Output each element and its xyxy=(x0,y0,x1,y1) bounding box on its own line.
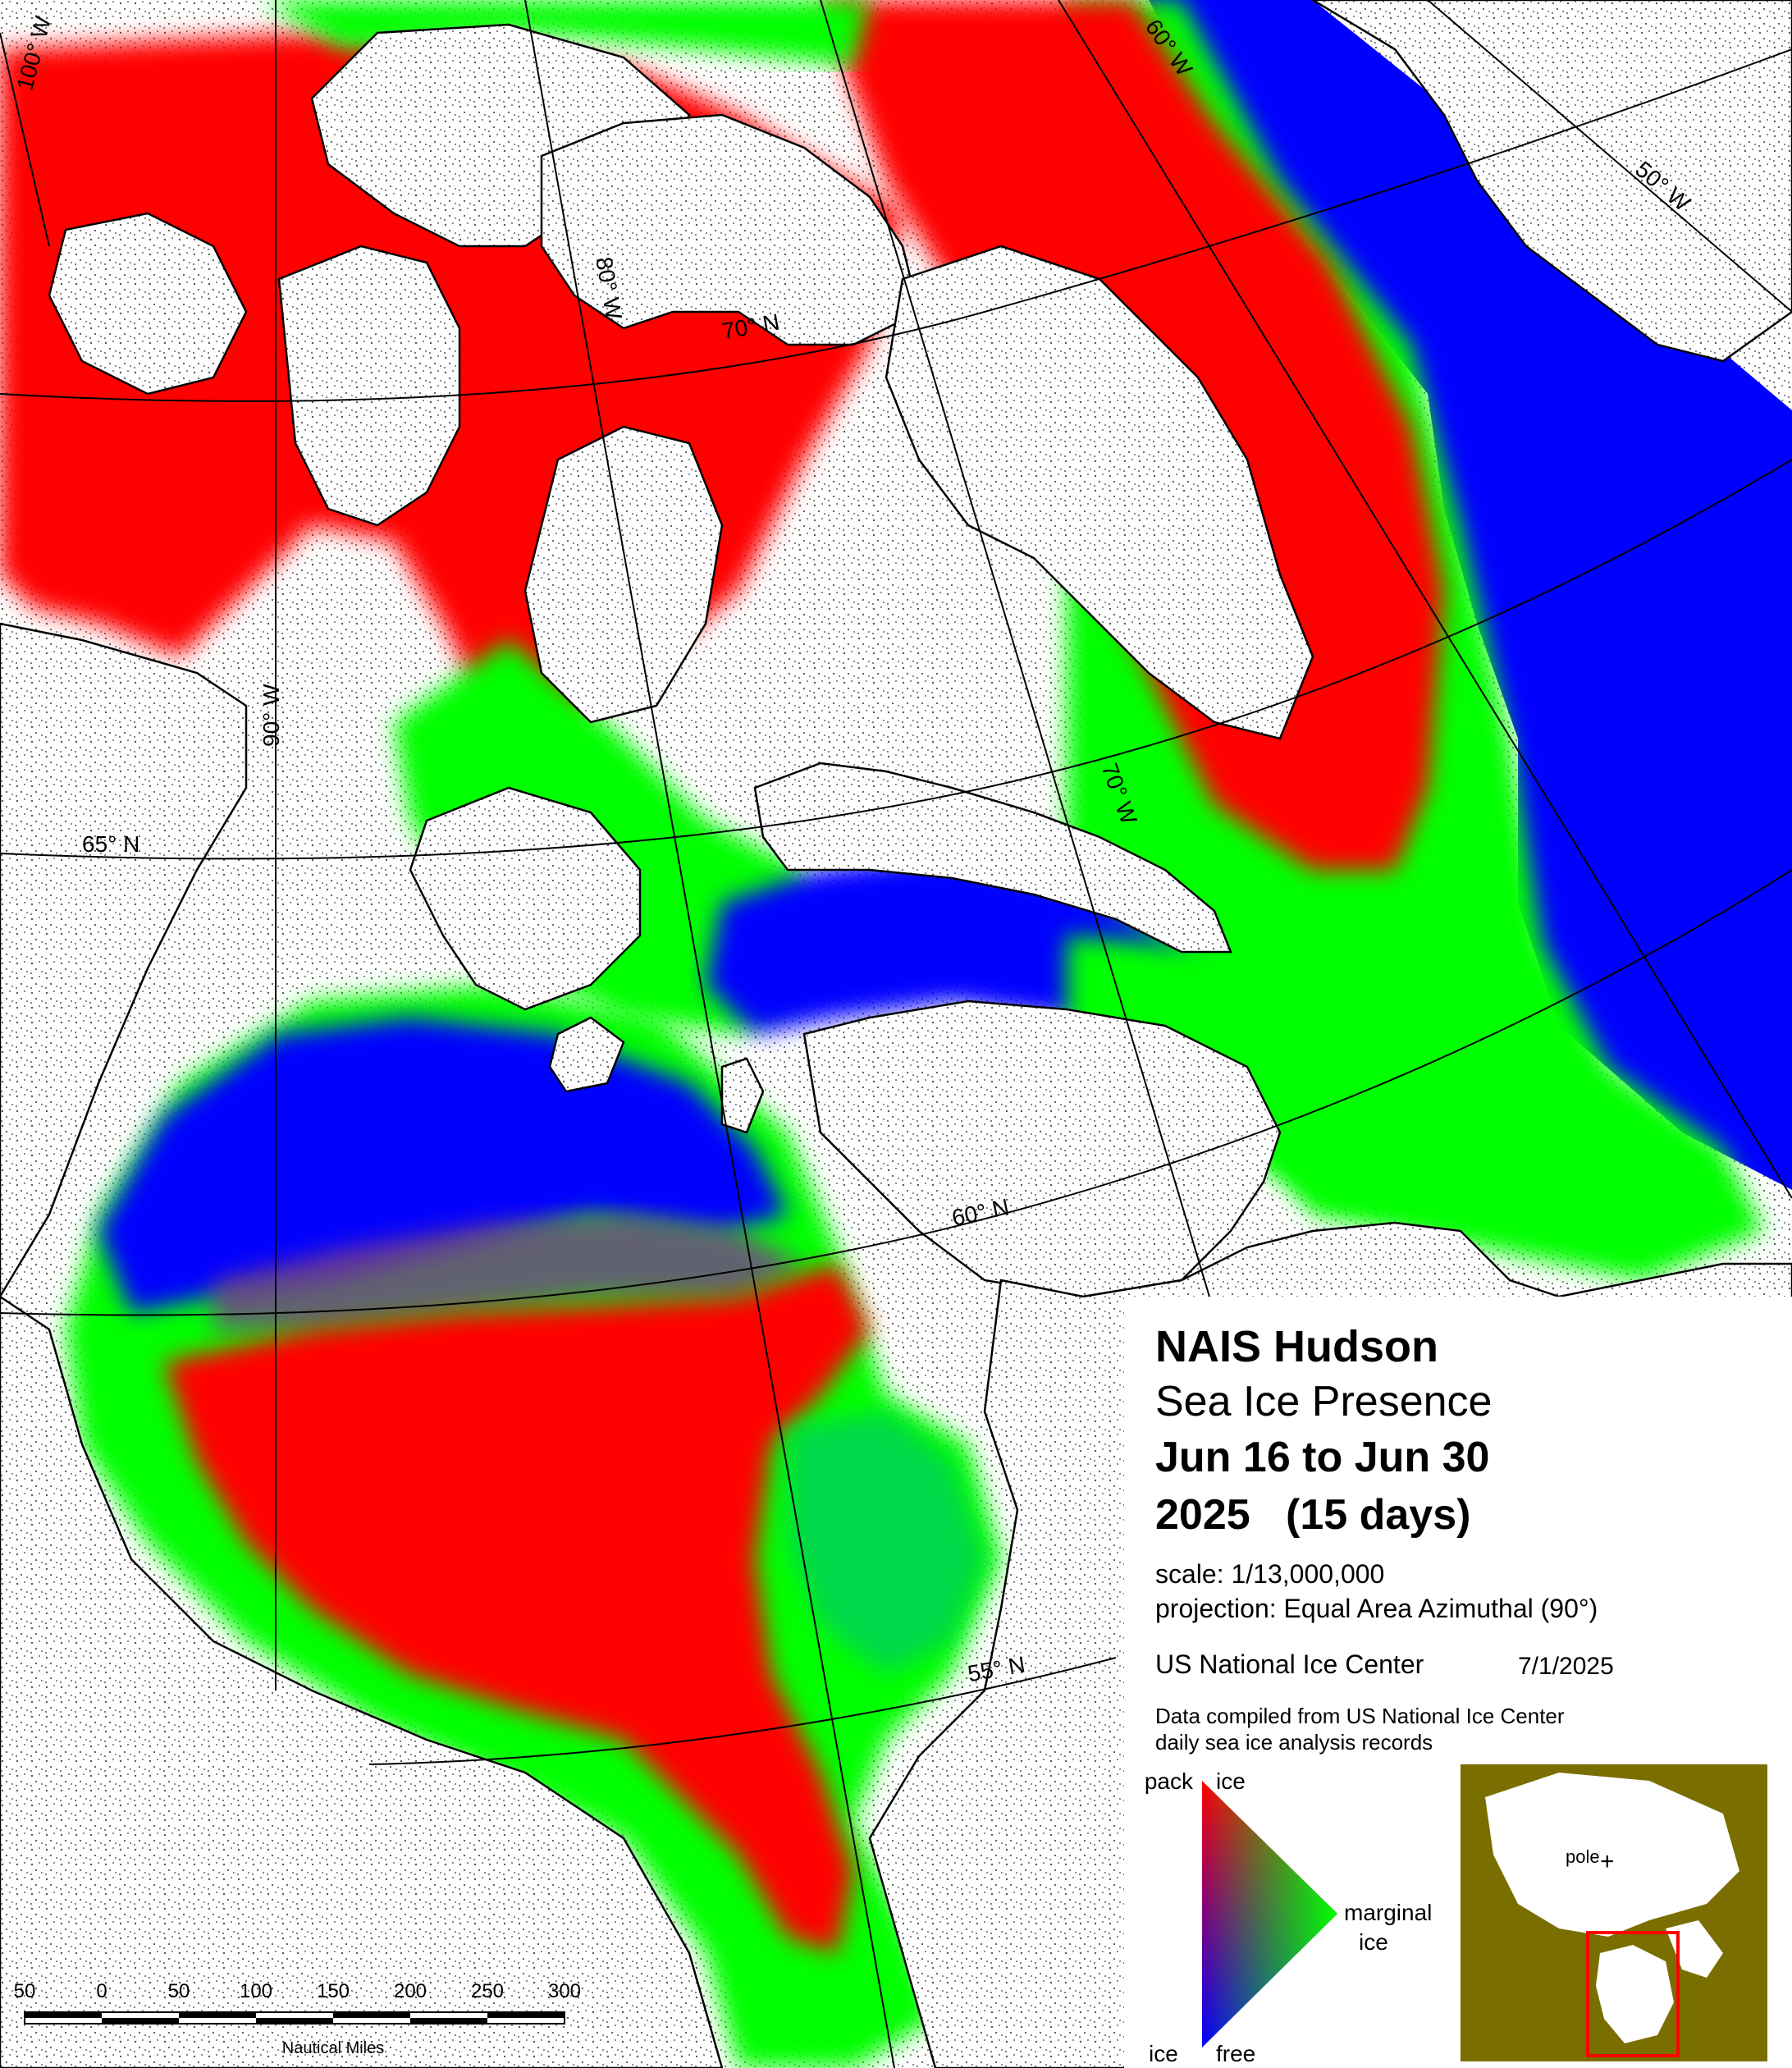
scale-tick-label: 250 xyxy=(471,1980,504,2002)
scale-bar-segment xyxy=(256,2018,333,2024)
legend-label-free: free xyxy=(1216,2041,1255,2066)
lon-line-50w xyxy=(1427,0,1792,313)
scale-tick-label: 50 xyxy=(14,1980,36,2002)
land-southampton xyxy=(409,786,642,1011)
pack-ice-hudson-bay xyxy=(164,1264,870,1953)
lon-line-100w xyxy=(0,32,50,247)
scale-bar-segment xyxy=(179,2012,256,2018)
info-panel: NAIS Hudson Sea Ice Presence Jun 16 to J… xyxy=(1124,1297,1792,2068)
scale-text: scale: 1/13,000,000 xyxy=(1155,1559,1385,1589)
inset-baffin-bay xyxy=(1666,1920,1723,1978)
scale-tick-label: 50 xyxy=(168,1980,190,2002)
scale-tick-label: 300 xyxy=(548,1980,581,2002)
projection-text: projection: Equal Area Azimuthal (90°) xyxy=(1155,1594,1598,1623)
marginal-ice-archipelago xyxy=(263,0,870,66)
legend-label-pack-ice: ice xyxy=(1216,1768,1246,1794)
land-quebec-ungava xyxy=(802,1000,1282,1298)
inset-hudson-bay xyxy=(1596,1945,1674,2043)
scale-bar-segment xyxy=(410,2018,487,2024)
land-greenland xyxy=(1310,0,1792,363)
lat-line-60n xyxy=(0,869,1792,1316)
inset-arctic-ocean xyxy=(1485,1773,1739,1937)
map-title: NAIS Hudson xyxy=(1155,1322,1438,1371)
inset-pole-marker: + xyxy=(1600,1848,1615,1875)
inset-pole-label: pole xyxy=(1566,1846,1600,1867)
lat-line-65n xyxy=(0,459,1792,860)
legend-label-marginal: marginal xyxy=(1344,1900,1432,1925)
year-period: 2025 (15 days) xyxy=(1155,1491,1471,1539)
scale-bar-segment xyxy=(102,2018,179,2024)
lon-line-60w xyxy=(1058,0,1792,1199)
scale-tick-label: 200 xyxy=(394,1980,427,2002)
label-lon-90w: 90° W xyxy=(258,684,284,747)
legend-label-ice: ice xyxy=(1149,2041,1178,2066)
land-melville-peninsula xyxy=(523,425,724,724)
data-note-line-2: daily sea ice analysis records xyxy=(1155,1730,1433,1755)
label-lat-65n: 65° N xyxy=(82,831,139,857)
scale-tick-label: 150 xyxy=(317,1980,350,2002)
color-legend: pack ice marginal ice ice free xyxy=(1145,1768,1433,2066)
agency-text: US National Ice Center xyxy=(1155,1649,1424,1679)
legend-label-pack: pack xyxy=(1145,1768,1194,1794)
open-water-hudson-bay-north xyxy=(98,1018,788,1313)
marginal-ice-hudson-east xyxy=(788,1411,985,1674)
land-mansel-island xyxy=(720,1057,765,1134)
scale-bar: 50 0 50 100 150 200 250 300 Nautical Mil… xyxy=(14,1980,581,2057)
scale-tick-label: 100 xyxy=(240,1980,272,2002)
marginal-ice-strait-border xyxy=(1067,936,1461,1198)
scale-bar-units: Nautical Miles xyxy=(282,2039,384,2057)
issue-date: 7/1/2025 xyxy=(1518,1653,1614,1680)
scale-bar-ticks: 50 0 50 100 150 200 250 300 xyxy=(14,1980,581,2002)
land-mainland-south xyxy=(0,1295,724,2068)
legend-triangle-green xyxy=(1202,1781,1337,2047)
land-baffin-north xyxy=(885,245,1314,740)
data-note-line-1: Data compiled from US National Ice Cente… xyxy=(1155,1704,1565,1728)
scale-tick-label: 0 xyxy=(96,1980,107,2002)
land-coats-island xyxy=(548,1016,625,1093)
locator-inset: pole + xyxy=(1461,1764,1767,2061)
scale-bar-segment xyxy=(25,2012,102,2018)
land-prince-of-wales xyxy=(48,212,248,396)
scale-bar-segment xyxy=(487,2012,565,2018)
scale-bar-segment xyxy=(333,2012,410,2018)
date-range: Jun 16 to Jun 30 xyxy=(1155,1434,1490,1481)
inset-extent-box xyxy=(1586,1931,1680,2057)
legend-label-marginal-ice: ice xyxy=(1359,1929,1388,1955)
blend-hudson-bay-mid xyxy=(213,1215,804,1329)
land-mainland-west xyxy=(0,622,248,1299)
lat-line-70n xyxy=(0,48,1792,402)
map-subtitle: Sea Ice Presence xyxy=(1155,1378,1493,1425)
lat-line-55n xyxy=(368,1657,1117,1765)
lon-line-80w xyxy=(524,0,895,2068)
land-somerset xyxy=(277,245,461,527)
